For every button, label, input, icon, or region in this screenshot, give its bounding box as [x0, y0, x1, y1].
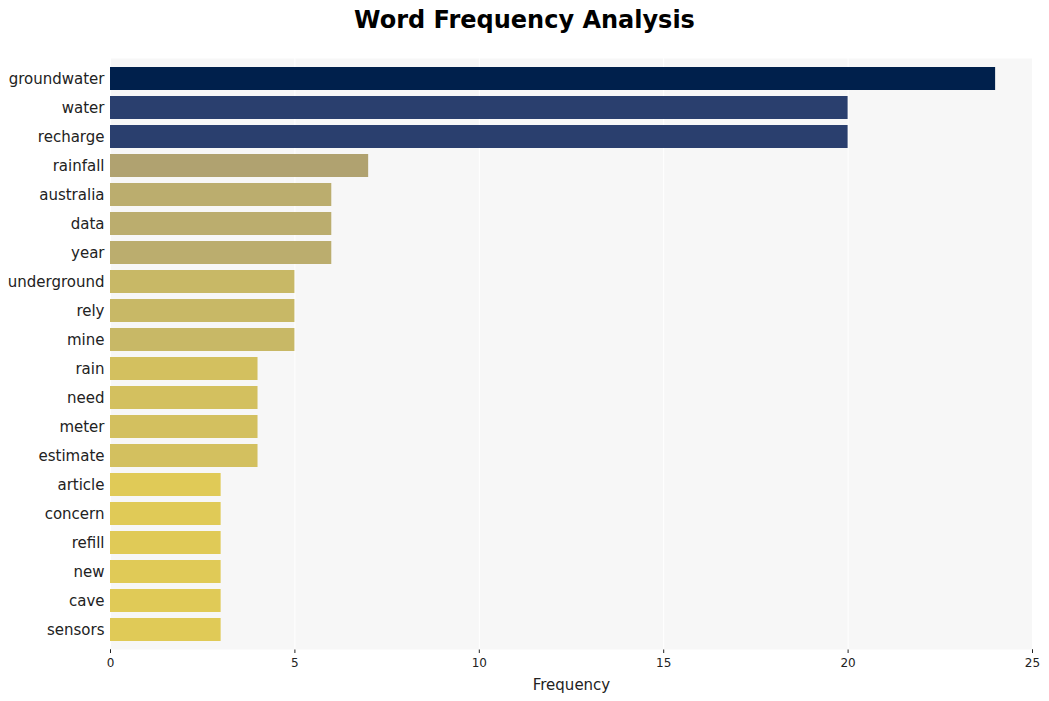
svg-text:concern: concern [45, 505, 105, 523]
svg-text:Frequency: Frequency [533, 676, 611, 694]
svg-text:5: 5 [291, 656, 299, 670]
svg-text:recharge: recharge [38, 128, 105, 146]
svg-text:australia: australia [39, 186, 104, 204]
svg-text:groundwater: groundwater [9, 70, 106, 88]
svg-text:new: new [73, 563, 104, 581]
svg-text:rain: rain [75, 360, 104, 378]
svg-text:cave: cave [69, 592, 105, 610]
html-text:Word Frequency Analysis: Word Frequency Analysis [354, 6, 695, 34]
svg-text:estimate: estimate [38, 447, 104, 465]
svg-text:mine: mine [67, 331, 105, 349]
svg-text:water: water [62, 99, 106, 117]
svg-text:year: year [71, 244, 105, 262]
svg-text:0: 0 [107, 656, 115, 670]
svg-text:15: 15 [656, 656, 671, 670]
svg-text:refill: refill [72, 534, 105, 552]
svg-text:25: 25 [1025, 656, 1040, 670]
svg-text:data: data [71, 215, 105, 233]
svg-text:underground: underground [8, 273, 105, 291]
svg-text:rainfall: rainfall [53, 157, 105, 175]
svg-text:20: 20 [840, 656, 855, 670]
svg-text:sensors: sensors [47, 621, 105, 639]
svg-text:need: need [67, 389, 105, 407]
svg-text:article: article [57, 476, 104, 494]
svg-text:rely: rely [76, 302, 104, 320]
svg-text:meter: meter [59, 418, 105, 436]
svg-text:10: 10 [472, 656, 487, 670]
